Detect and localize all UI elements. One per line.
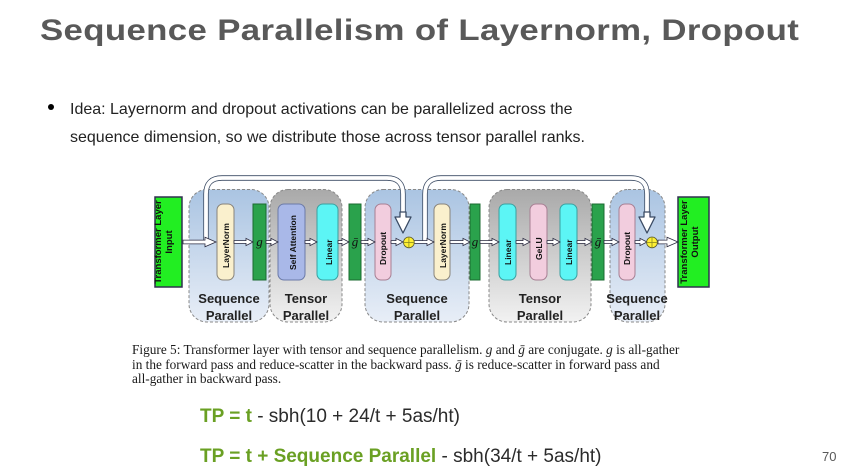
svg-text:Parallel: Parallel — [394, 308, 440, 323]
svg-text:LayerNorm: LayerNorm — [221, 223, 231, 268]
svg-text:ḡ: ḡ — [352, 234, 359, 249]
svg-text:Parallel: Parallel — [206, 308, 252, 323]
svg-text:Sequence: Sequence — [606, 291, 667, 306]
svg-text:Linear: Linear — [564, 239, 574, 265]
svg-text:ḡ: ḡ — [595, 234, 602, 249]
svg-text:g: g — [472, 234, 479, 249]
svg-text:Sequence: Sequence — [198, 291, 259, 306]
svg-text:LayerNorm: LayerNorm — [438, 223, 448, 268]
svg-text:Tensor: Tensor — [285, 291, 327, 306]
svg-text:Output: Output — [690, 226, 701, 258]
svg-text:Sequence: Sequence — [386, 291, 447, 306]
svg-text:Linear: Linear — [324, 239, 334, 265]
svg-text:Parallel: Parallel — [283, 308, 329, 323]
svg-text:Dropout: Dropout — [622, 232, 632, 265]
svg-text:g: g — [256, 234, 263, 249]
svg-text:Tensor: Tensor — [519, 291, 561, 306]
svg-text:Linear: Linear — [503, 239, 513, 265]
svg-text:Dropout: Dropout — [378, 232, 388, 265]
svg-text:Transformer Layer: Transformer Layer — [679, 200, 690, 284]
svg-text:Parallel: Parallel — [517, 308, 563, 323]
svg-text:Parallel: Parallel — [614, 308, 660, 323]
svg-text:Transformer Layer: Transformer Layer — [153, 200, 164, 284]
svg-text:GeLU: GeLU — [534, 237, 544, 260]
svg-text:Self Attention: Self Attention — [288, 215, 298, 270]
svg-text:Input: Input — [164, 230, 175, 254]
